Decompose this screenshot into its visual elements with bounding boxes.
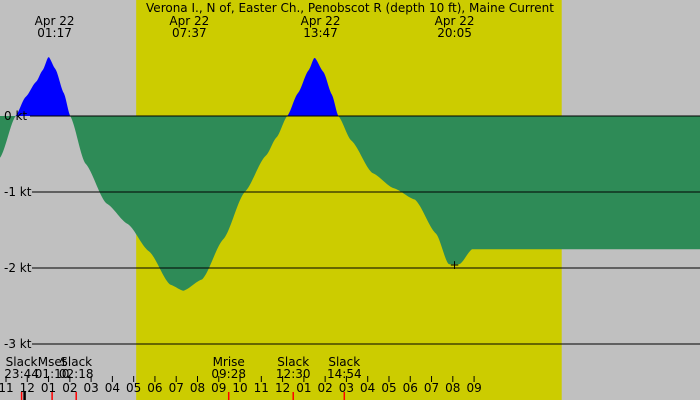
hour-tick-label: 12 xyxy=(275,381,290,395)
top-date-label: Apr 22 xyxy=(435,14,475,28)
event-time-label: 12:30 xyxy=(276,367,311,381)
hour-tick-label: 03 xyxy=(339,381,354,395)
hour-tick-label: 09 xyxy=(466,381,481,395)
hour-tick-label: 12 xyxy=(20,381,35,395)
hour-tick-label: 05 xyxy=(126,381,141,395)
hour-ticks: 11 12 01 02 03 04 05 06 07 08 09 10 11 12 01 02 03 04 05 06… xyxy=(0,376,482,395)
top-date-label: Apr 22 xyxy=(301,14,341,28)
event-time-label: 02:18 xyxy=(59,367,94,381)
hour-tick-label: 10 xyxy=(232,381,247,395)
hour-tick-label: 01 xyxy=(296,381,311,395)
top-time-label: 07:37 xyxy=(172,26,207,40)
event-name-label: Slack xyxy=(328,355,360,369)
hour-tick-label: 02 xyxy=(318,381,333,395)
hour-tick-label: 04 xyxy=(360,381,375,395)
chart-title: Verona I., N of, Easter Ch., Penobscot R… xyxy=(146,1,554,15)
hour-tick-label: 05 xyxy=(381,381,396,395)
plus-marker: + xyxy=(450,258,460,272)
top-time-label: 20:05 xyxy=(437,26,472,40)
hour-tick-label: 08 xyxy=(445,381,460,395)
hour-tick-label: 03 xyxy=(83,381,98,395)
event-name-label: Slack xyxy=(277,355,309,369)
hour-tick-label: 01 xyxy=(41,381,56,395)
hour-tick-label: 08 xyxy=(190,381,205,395)
top-date-label: Apr 22 xyxy=(169,14,209,28)
event-name-label: Mset xyxy=(38,355,67,369)
y-tick-label: -3 kt xyxy=(4,337,32,351)
ebb-area xyxy=(0,116,700,291)
hour-tick-label: 09 xyxy=(211,381,226,395)
y-tick-label: 0 kt xyxy=(4,109,27,123)
event-time-label: 01:10 xyxy=(35,367,70,381)
event-labels: Slack23:44Mset01:10Slack02:18Mrise09:28S… xyxy=(4,355,362,400)
hour-tick-label: 07 xyxy=(169,381,184,395)
event-name-label: Slack xyxy=(60,355,92,369)
y-tick-label: -2 kt xyxy=(4,261,32,275)
event-name-label: Slack xyxy=(6,355,38,369)
event-time-label: 14:54 xyxy=(327,367,362,381)
top-time-label: 01:17 xyxy=(37,26,72,40)
current-areas xyxy=(0,57,700,291)
hour-tick-label: 04 xyxy=(105,381,120,395)
hour-tick-label: 02 xyxy=(62,381,77,395)
event-time-label: 23:44 xyxy=(4,367,39,381)
marker-layer: + xyxy=(450,258,460,272)
hour-tick-label: 07 xyxy=(424,381,439,395)
event-time-label: 09:28 xyxy=(211,367,246,381)
top-time-label: 13:47 xyxy=(303,26,338,40)
hour-tick-label: 06 xyxy=(147,381,162,395)
hour-tick-label: 11 xyxy=(254,381,269,395)
y-tick-label: -1 kt xyxy=(4,185,32,199)
event-name-label: Mrise xyxy=(213,355,245,369)
kt-gridlines: 0 kt -1 kt -2 kt -3 kt xyxy=(4,109,700,351)
hour-tick-label: 06 xyxy=(403,381,418,395)
hour-tick-label: 11 xyxy=(0,381,14,395)
top-date-label: Apr 22 xyxy=(35,14,75,28)
